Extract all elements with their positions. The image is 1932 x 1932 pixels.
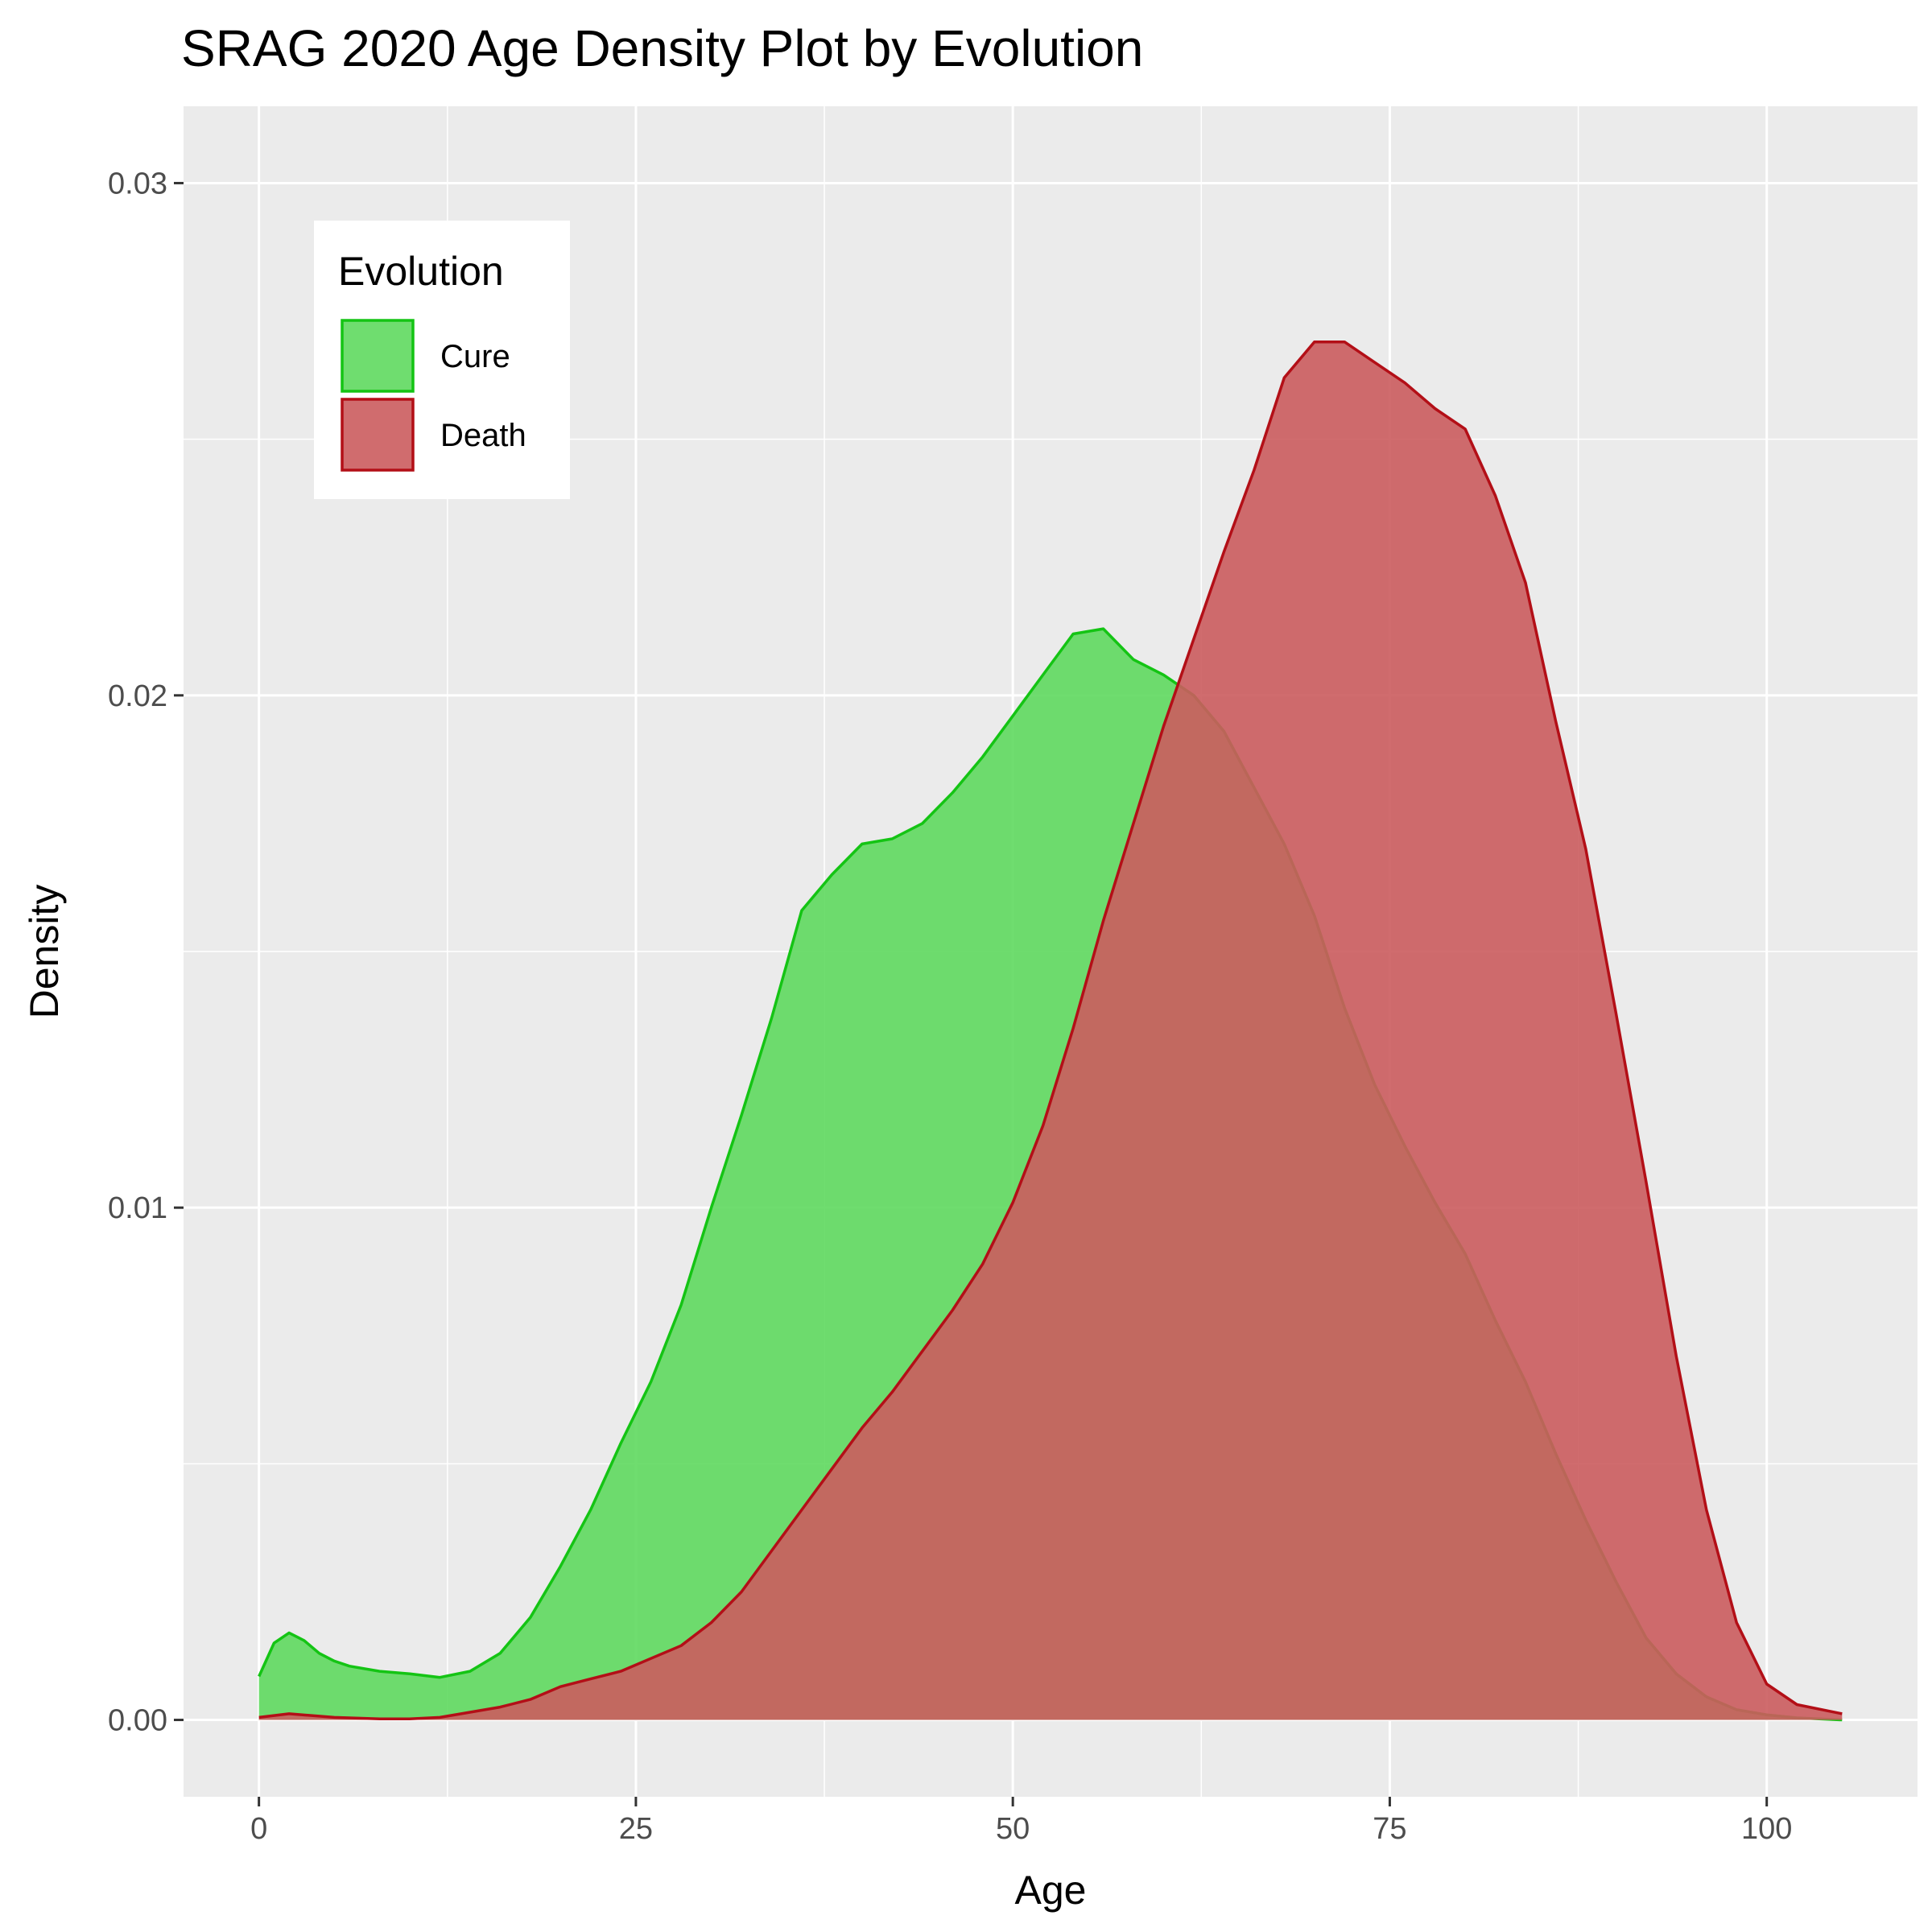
y-tick-label: 0.01 xyxy=(108,1191,167,1225)
y-tick-label: 0.02 xyxy=(108,679,167,713)
y-tick-labels: 0.00 0.01 0.02 0.03 xyxy=(108,167,167,1737)
axis-ticks xyxy=(174,181,1769,1806)
legend-items: Cure Death xyxy=(341,319,526,472)
legend-label-death: Death xyxy=(440,418,526,453)
y-tick-label: 0.03 xyxy=(108,167,167,200)
x-tick-label: 50 xyxy=(996,1812,1030,1846)
x-tick-label: 100 xyxy=(1741,1812,1792,1846)
legend: Evolution Cure Death xyxy=(314,221,570,499)
density-area-death xyxy=(258,341,1843,1720)
density-line-death xyxy=(258,340,1843,1721)
legend-key-cure xyxy=(341,319,415,393)
chart-title: SRAG 2020 Age Density Plot by Evolution xyxy=(181,19,1143,77)
x-axis-title: Age xyxy=(1015,1868,1087,1913)
x-tick-label: 75 xyxy=(1373,1812,1406,1846)
legend-title: Evolution xyxy=(338,249,504,294)
legend-label-cure: Cure xyxy=(440,339,510,374)
y-tick-label: 0.00 xyxy=(108,1704,167,1738)
legend-key-death xyxy=(341,398,415,472)
y-axis-title: Density xyxy=(22,885,67,1019)
density-areas xyxy=(258,340,1843,1722)
x-tick-labels: 0 25 50 75 100 xyxy=(250,1812,1792,1846)
x-tick-label: 25 xyxy=(619,1812,653,1846)
x-tick-label: 0 xyxy=(250,1812,267,1846)
